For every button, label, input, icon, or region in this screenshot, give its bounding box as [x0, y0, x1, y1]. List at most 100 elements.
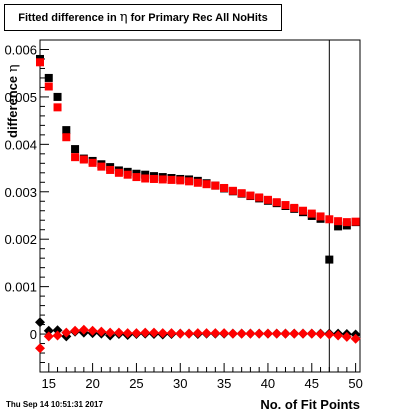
timestamp: Thu Sep 14 10:51:31 2017: [6, 400, 103, 409]
red-square-marker: [158, 175, 167, 184]
red-diamond-marker: [96, 326, 107, 337]
x-tick-label: 15: [42, 376, 56, 391]
red-diamond-marker: [245, 328, 256, 339]
chart-title-suffix: for Primary Rec All NoHits: [127, 12, 268, 24]
red-square-marker: [246, 191, 255, 200]
red-diamond-marker: [61, 327, 72, 338]
red-diamond-marker: [289, 328, 300, 339]
red-diamond-marker: [333, 330, 344, 341]
red-square-marker: [97, 162, 106, 171]
black-diamond-marker: [43, 325, 54, 336]
red-diamond-marker: [227, 328, 238, 339]
red-square-marker: [263, 195, 272, 204]
x-tick-label: 35: [217, 376, 231, 391]
red-square-marker: [62, 133, 71, 142]
black-square-marker: [53, 92, 62, 101]
red-square-marker: [114, 168, 123, 177]
red-square-marker: [185, 177, 194, 186]
red-square-marker: [123, 170, 132, 179]
data-markers: [35, 54, 361, 354]
x-tick-label: 45: [305, 376, 319, 391]
red-diamond-marker: [254, 328, 265, 339]
red-square-marker: [307, 209, 316, 218]
y-axis-label-symbol: η: [6, 64, 21, 73]
red-square-marker: [351, 217, 360, 226]
red-square-marker: [290, 203, 299, 212]
red-diamond-marker: [262, 328, 273, 339]
red-diamond-marker: [87, 325, 98, 336]
red-diamond-marker: [280, 328, 291, 339]
red-square-marker: [132, 173, 141, 182]
axes: 15 20 25 30 35 40 45 50 0 0.001 0.002 0.003 0.004 0.0…: [4, 39, 363, 391]
red-square-marker: [334, 217, 343, 226]
x-tick-label: 50: [348, 376, 362, 391]
red-square-marker: [325, 215, 334, 224]
x-axis-label: No. of Fit Points: [260, 397, 360, 412]
red-diamond-marker: [35, 343, 45, 354]
red-square-marker: [88, 158, 97, 167]
red-diamond-marker: [350, 333, 361, 344]
red-diamond-marker: [78, 324, 89, 335]
red-diamond-marker: [210, 328, 221, 339]
red-diamond-marker: [43, 331, 54, 342]
red-diamond-marker: [52, 330, 63, 341]
red-square-marker: [167, 175, 176, 184]
red-square-marker: [44, 82, 53, 91]
red-square-marker: [149, 174, 158, 183]
black-square-marker: [334, 222, 343, 231]
black-square-marker: [44, 73, 53, 82]
red-diamond-marker: [70, 325, 81, 336]
red-diamond-marker: [122, 328, 133, 339]
red-diamond-marker: [140, 327, 151, 338]
red-square-marker: [255, 193, 264, 202]
red-square-marker: [193, 178, 202, 187]
red-square-marker: [342, 218, 351, 227]
chart-title-symbol: η: [119, 10, 128, 25]
red-diamond-marker: [271, 328, 282, 339]
plot-frame: [39, 39, 361, 373]
y-axis-label-text: difference: [5, 72, 20, 138]
red-square-marker: [202, 180, 211, 189]
red-diamond-marker: [324, 329, 335, 340]
red-square-marker: [237, 189, 246, 198]
x-tick-label: 40: [261, 376, 275, 391]
red-diamond-marker: [131, 328, 142, 339]
x-tick-label: 30: [173, 376, 187, 391]
y-axis-label: difference η: [5, 64, 21, 138]
red-diamond-marker: [105, 327, 116, 338]
x-tick-label: 25: [129, 376, 143, 391]
chart-title-box: Fitted difference in η for Primary Rec A…: [4, 4, 282, 31]
red-diamond-marker: [315, 329, 326, 340]
red-diamond-marker: [113, 327, 124, 338]
red-square-marker: [272, 198, 281, 207]
y-tick-label: 0.005: [4, 90, 37, 105]
y-tick-label: 0.004: [4, 137, 37, 152]
black-square-marker: [62, 126, 71, 135]
y-tick-label: 0.006: [4, 42, 37, 57]
red-diamond-marker: [175, 328, 186, 339]
red-diamond-marker: [166, 328, 177, 339]
red-square-marker: [141, 174, 150, 183]
red-diamond-marker: [219, 328, 230, 339]
red-square-marker: [36, 58, 44, 67]
chart-title: Fitted difference in η for Primary Rec A…: [18, 10, 267, 25]
red-square-marker: [176, 176, 185, 185]
x-tick-label: 20: [85, 376, 99, 391]
red-square-marker: [228, 186, 237, 195]
red-square-marker: [106, 165, 115, 174]
red-diamond-marker: [192, 328, 203, 339]
red-square-marker: [299, 206, 308, 215]
black-diamond-marker: [35, 317, 45, 328]
red-square-marker: [79, 155, 88, 164]
y-tick-label: 0: [30, 327, 37, 342]
red-diamond-marker: [201, 328, 212, 339]
red-diamond-marker: [236, 328, 247, 339]
red-diamond-marker: [157, 328, 168, 339]
red-square-marker: [281, 201, 290, 210]
black-square-marker: [325, 255, 334, 264]
black-square-marker: [71, 145, 80, 154]
y-tick-label: 0.003: [4, 185, 37, 200]
red-square-marker: [53, 103, 62, 112]
red-diamond-marker: [184, 328, 195, 339]
red-square-marker: [316, 212, 325, 221]
